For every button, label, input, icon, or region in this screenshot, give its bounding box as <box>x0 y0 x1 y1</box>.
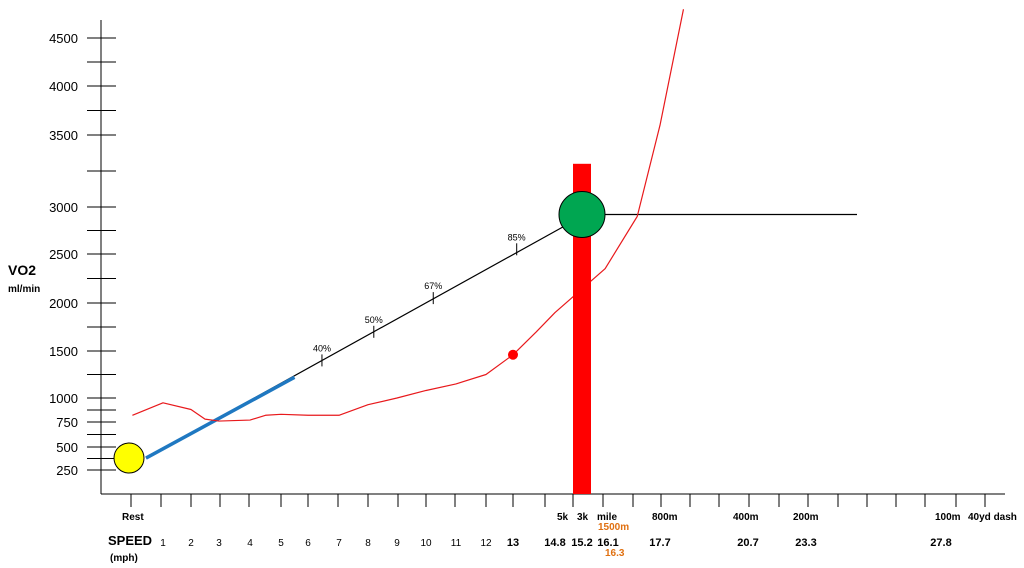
speed-label: 14.8 <box>544 537 565 549</box>
y-tick-label: 3000 <box>49 200 78 215</box>
speed-label: 17.7 <box>649 537 670 549</box>
speed-label: 8 <box>365 538 371 549</box>
race-label: Rest <box>122 512 144 523</box>
y-tick-label: 4500 <box>49 31 78 46</box>
speed-label: 9 <box>394 538 400 549</box>
vo2max-bar <box>573 163 591 495</box>
race-labels: Rest 5k 3k mile 800m 400m 200m 100m 40yd dash <box>122 512 1017 523</box>
x-axis-label: SPEED <box>108 533 152 548</box>
race-label-1500m: 1500m <box>598 522 629 533</box>
race-label: 200m <box>793 512 819 523</box>
y-tick-label: 2500 <box>49 247 78 262</box>
y-tick-label: 1500 <box>49 344 78 359</box>
percent-label: 50% <box>365 315 383 325</box>
percent-label: 67% <box>424 281 442 291</box>
x-tick-marks <box>130 494 986 507</box>
speed-label: 2 <box>188 538 194 549</box>
y-tick-label: 4000 <box>49 79 78 94</box>
y-tick-label: 3500 <box>49 128 78 143</box>
race-label: 100m <box>935 512 961 523</box>
speed-label: 7 <box>336 538 342 549</box>
walking-segment <box>145 375 296 460</box>
threshold-point <box>508 349 518 360</box>
race-label: 40yd dash <box>968 512 1017 523</box>
series-layer <box>132 9 857 495</box>
speed-label-16-3: 16.3 <box>605 548 625 559</box>
speed-labels: 1 2 3 4 5 6 7 8 9 10 11 12 13 14.8 15.2 16.1 17.7 20.7 23.… <box>160 537 951 549</box>
percent-markers: 40% 50% 67% 85% <box>313 232 526 367</box>
y-tick-label: 500 <box>56 440 78 455</box>
race-label: mile <box>597 512 617 523</box>
y-tick-label: 1000 <box>49 391 78 406</box>
y-tick-marks <box>87 37 116 471</box>
speed-label: 13 <box>507 537 519 549</box>
speed-label: 10 <box>420 538 432 549</box>
percent-label: 85% <box>508 232 526 242</box>
speed-label: 20.7 <box>737 537 758 549</box>
race-label: 800m <box>652 512 678 523</box>
speed-label: 1 <box>160 538 166 549</box>
vo2max-point <box>558 191 606 239</box>
y-tick-label: 750 <box>56 415 78 430</box>
speed-label: 16.1 <box>597 537 618 549</box>
y-axis-label: VO2 <box>8 262 36 278</box>
marker-layer <box>113 191 606 474</box>
speed-label: 5 <box>278 538 284 549</box>
speed-label: 4 <box>247 538 253 549</box>
speed-label: 11 <box>451 538 462 549</box>
percent-label: 40% <box>313 343 331 353</box>
speed-label: 12 <box>480 538 492 549</box>
race-label: 3k <box>577 512 589 523</box>
y-tick-labels: 250 500 750 1000 1500 2000 2500 3000 3500 4000 450… <box>49 31 78 478</box>
speed-label: 23.3 <box>795 537 816 549</box>
race-label: 5k <box>557 512 569 523</box>
x-axis-unit: (mph) <box>110 553 138 564</box>
y-tick-label: 250 <box>56 463 78 478</box>
rest-point <box>113 442 145 474</box>
speed-label: 6 <box>305 538 311 549</box>
y-axis-unit: ml/min <box>8 284 40 295</box>
race-label: 400m <box>733 512 759 523</box>
speed-label: 27.8 <box>930 537 951 549</box>
y-tick-label: 2000 <box>49 296 78 311</box>
speed-label: 3 <box>216 538 222 549</box>
speed-label: 15.2 <box>571 537 592 549</box>
